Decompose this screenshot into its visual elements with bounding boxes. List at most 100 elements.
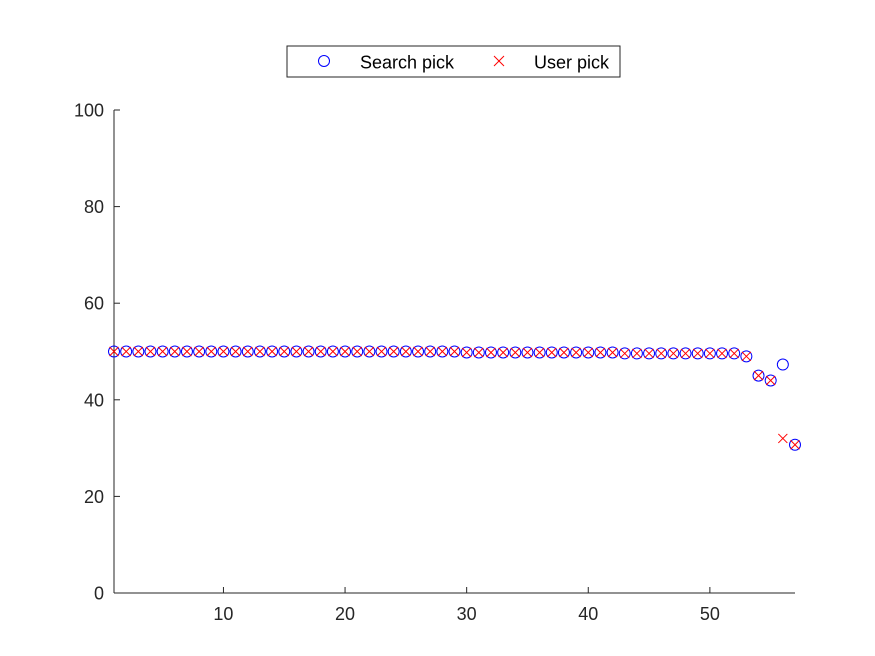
- y-tick-label: 40: [84, 390, 104, 410]
- data-point-circle: [314, 345, 327, 358]
- x-tick-label: 50: [700, 604, 720, 624]
- data-point-circle: [594, 346, 607, 359]
- legend: Search pick User pick: [286, 45, 621, 78]
- data-point-circle: [241, 345, 254, 358]
- data-point-circle: [667, 347, 680, 360]
- data-point-x: [559, 347, 569, 358]
- data-point-x: [194, 346, 204, 357]
- data-point-circle: [472, 346, 485, 359]
- data-point-circle: [448, 345, 461, 358]
- data-point-circle: [363, 345, 376, 358]
- data-point-circle: [618, 347, 631, 360]
- data-point-circle: [764, 374, 777, 387]
- data-point-x: [777, 433, 788, 444]
- data-point-x: [109, 346, 119, 357]
- data-point-x: [157, 346, 168, 357]
- data-point-circle: [412, 345, 425, 358]
- x-tick-label: 40: [578, 604, 598, 624]
- y-tick-label: 100: [74, 101, 104, 121]
- legend-box: [286, 45, 621, 78]
- data-point-circle: [302, 345, 315, 358]
- data-point-x: [705, 348, 715, 359]
- data-point-x: [315, 346, 326, 357]
- data-point-circle: [521, 346, 534, 359]
- data-point-circle: [375, 345, 388, 358]
- data-point-x: [145, 346, 156, 357]
- data-point-circle: [630, 347, 643, 360]
- y-tick-label: 0: [94, 584, 104, 604]
- data-point-circle: [156, 345, 169, 358]
- legend-x-marker: [493, 55, 505, 67]
- data-point-circle: [278, 345, 291, 358]
- data-point-circle: [205, 345, 218, 358]
- data-point-x: [291, 346, 302, 357]
- x-tick-label: 10: [213, 604, 233, 624]
- data-point-x: [741, 351, 752, 362]
- data-point-circle: [691, 347, 704, 360]
- data-point-circle: [424, 345, 437, 358]
- data-point-x: [486, 347, 496, 358]
- data-point-x: [619, 348, 630, 359]
- data-point-x: [595, 347, 606, 358]
- data-point-x: [425, 346, 436, 357]
- data-point-x: [461, 347, 472, 358]
- data-point-x: [303, 346, 314, 357]
- data-point-x: [437, 346, 448, 357]
- data-point-circle: [193, 345, 206, 358]
- data-point-x: [692, 348, 703, 359]
- data-point-x: [583, 347, 594, 358]
- data-point-x: [498, 347, 508, 358]
- data-point-circle: [144, 345, 157, 358]
- data-point-circle: [740, 350, 753, 363]
- data-point-x: [352, 346, 363, 357]
- data-point-x: [218, 346, 229, 357]
- data-point-circle: [509, 346, 522, 359]
- plot-marks: [108, 345, 801, 451]
- data-point-x: [680, 348, 691, 359]
- data-point-x: [255, 346, 265, 357]
- data-point-circle: [229, 345, 242, 358]
- data-point-x: [765, 375, 776, 386]
- data-point-circle: [679, 347, 692, 360]
- data-point-x: [182, 346, 192, 357]
- data-point-x: [644, 348, 654, 359]
- data-point-circle: [752, 369, 765, 382]
- data-point-circle: [339, 345, 352, 358]
- data-point-x: [753, 370, 764, 381]
- data-point-circle: [582, 346, 595, 359]
- data-point-circle: [776, 358, 789, 371]
- data-point-x: [668, 348, 679, 359]
- data-point-circle: [557, 346, 570, 359]
- data-point-circle: [168, 345, 181, 358]
- data-point-circle: [728, 347, 741, 360]
- data-point-circle: [387, 345, 400, 358]
- data-point-x: [242, 346, 253, 357]
- data-point-x: [364, 346, 375, 357]
- data-point-x: [401, 346, 411, 357]
- x-tick-label: 20: [335, 604, 355, 624]
- data-point-circle: [351, 345, 364, 358]
- data-point-circle: [253, 345, 266, 358]
- plot-axes: 10 20 30 40 50 0 20 40 60 80 100: [74, 101, 795, 624]
- data-point-circle: [217, 345, 230, 358]
- data-point-x: [279, 346, 290, 357]
- data-point-x: [717, 348, 727, 359]
- data-point-circle: [497, 346, 510, 359]
- data-point-x: [656, 348, 667, 359]
- legend-label-user-pick: User pick: [534, 53, 610, 73]
- data-point-circle: [655, 347, 668, 360]
- data-point-x: [546, 347, 557, 358]
- legend-label-search-pick: Search pick: [360, 53, 455, 73]
- y-tick-label: 20: [84, 487, 104, 507]
- y-tick-label: 60: [84, 294, 104, 314]
- data-point-x: [340, 346, 350, 357]
- data-point-x: [607, 347, 618, 358]
- data-point-circle: [789, 438, 801, 451]
- data-point-circle: [266, 345, 279, 358]
- data-point-circle: [484, 346, 497, 359]
- y-tick-label: 80: [84, 197, 104, 217]
- series-user-pick: [109, 346, 800, 450]
- data-point-x: [376, 346, 387, 357]
- legend-circle-marker: [318, 55, 330, 67]
